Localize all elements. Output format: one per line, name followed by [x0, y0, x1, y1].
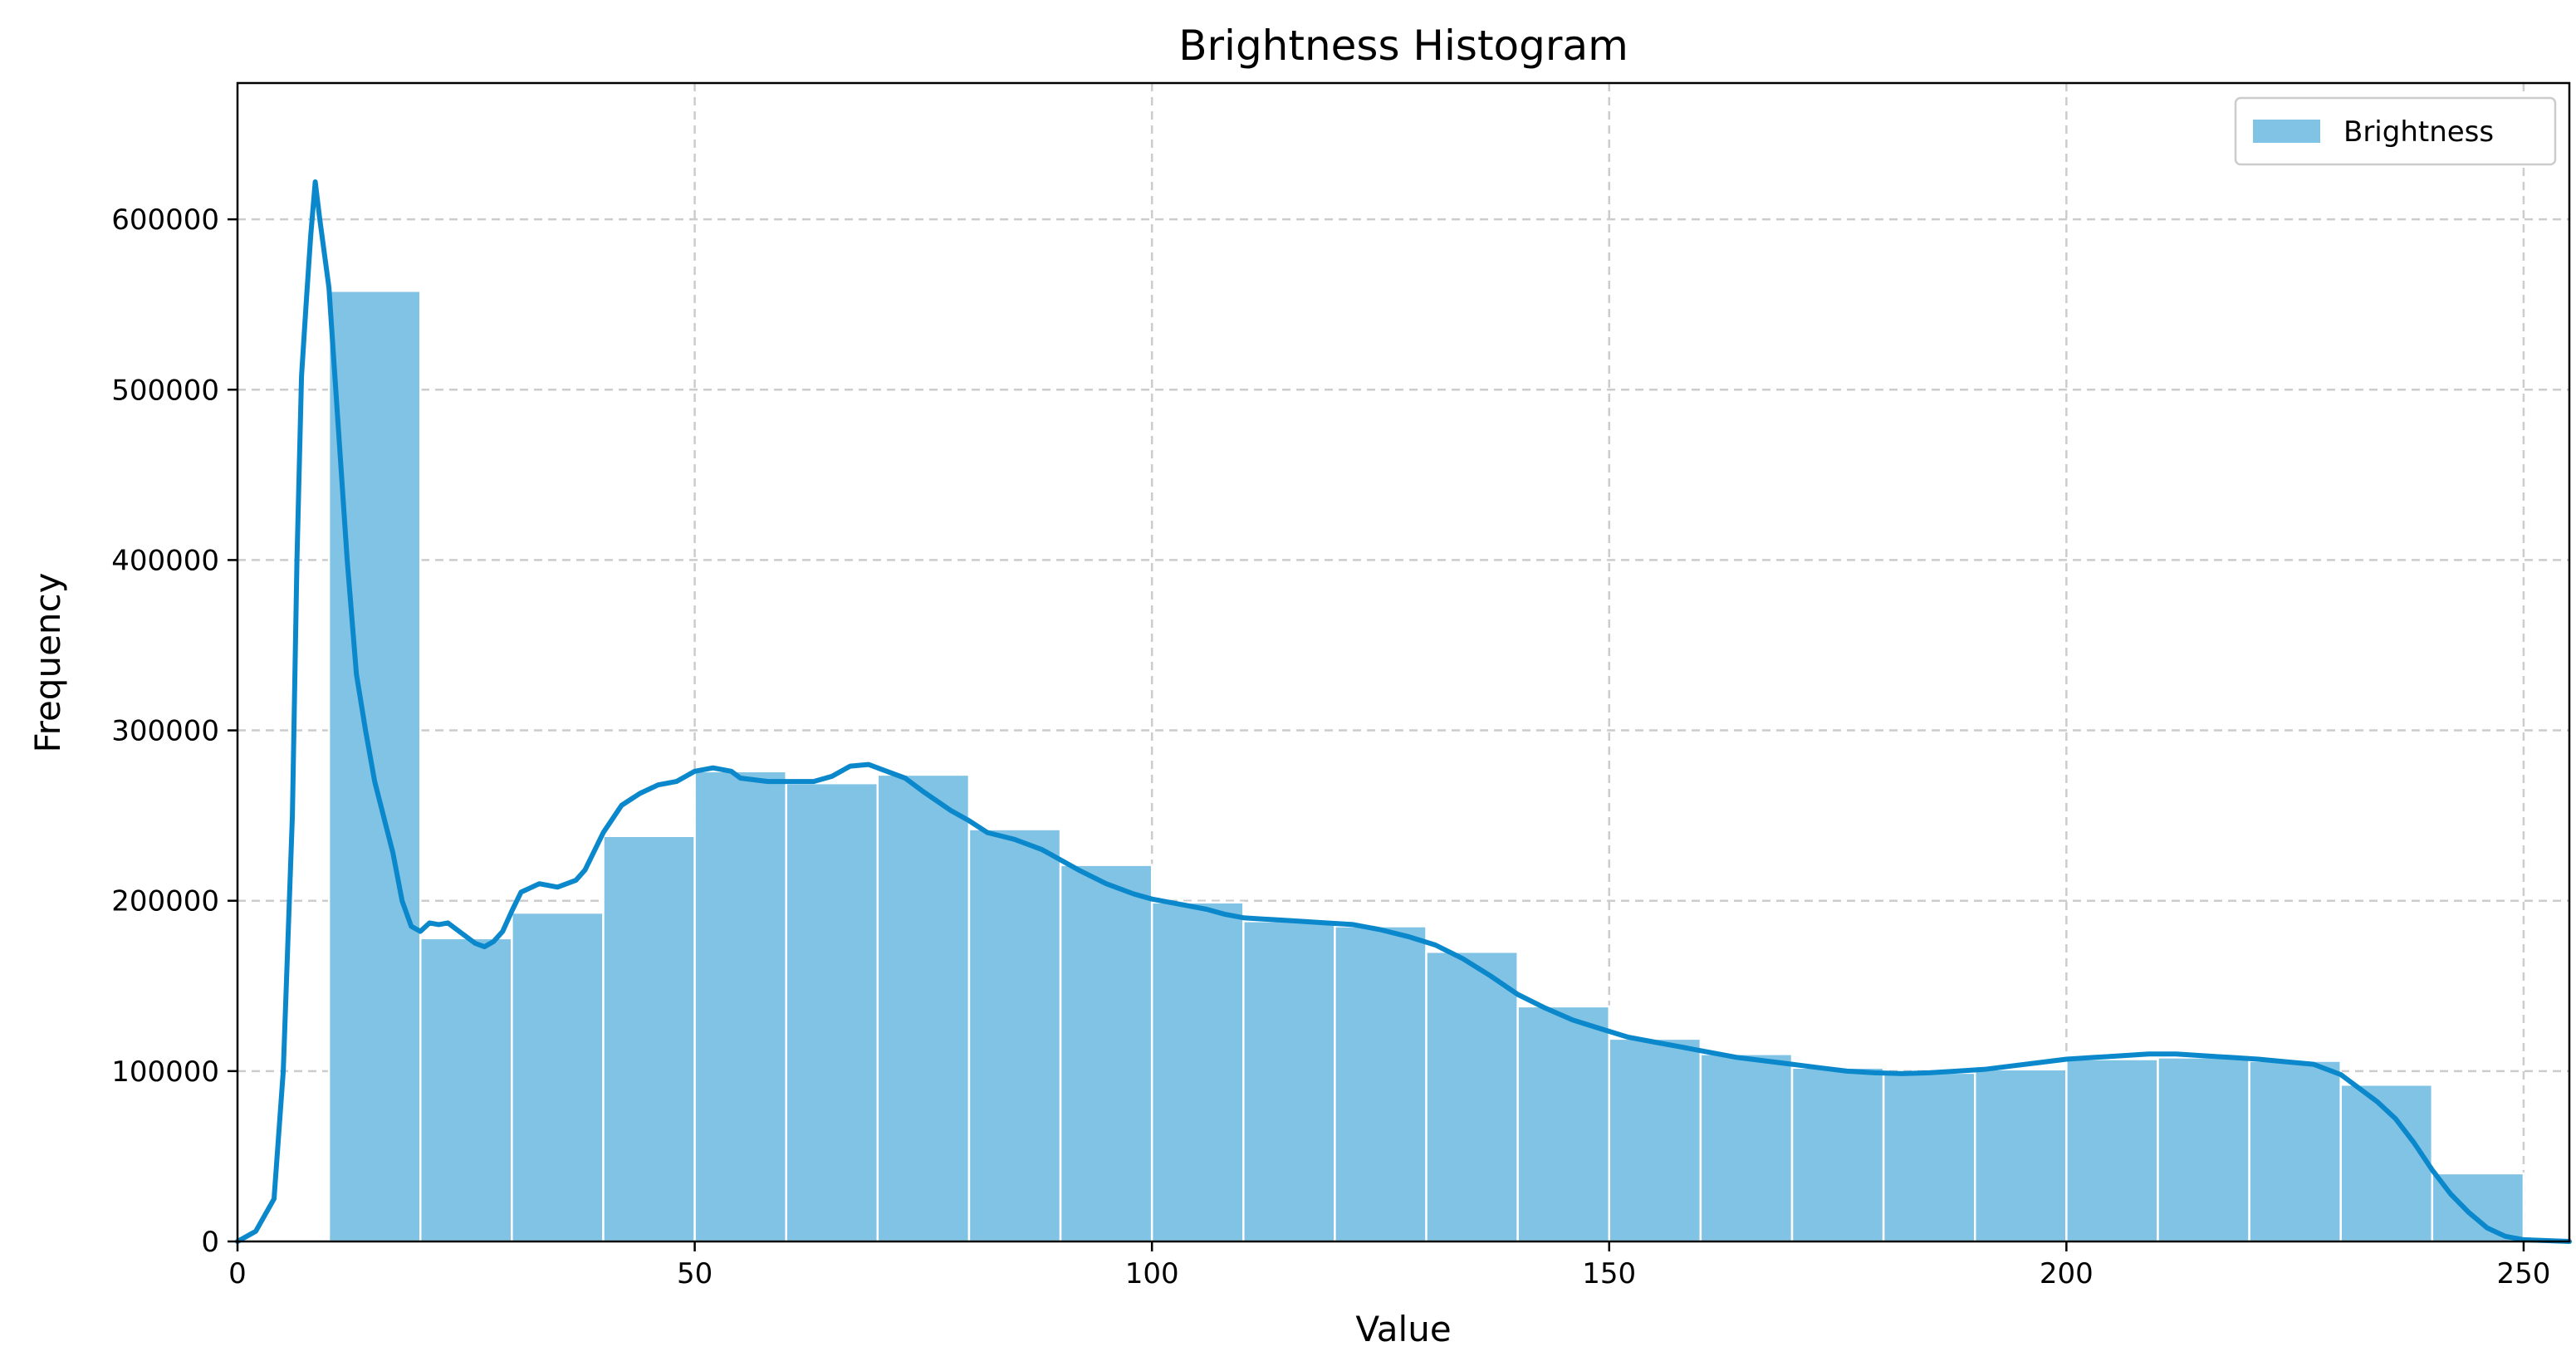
x-tick-label-150: 150 — [1582, 1257, 1636, 1290]
histogram-bar-21 — [2157, 1056, 2250, 1243]
legend-label-brightness: Brightness — [2343, 115, 2494, 149]
histogram-bar-13 — [1425, 951, 1519, 1243]
histogram-bar-12 — [1334, 925, 1428, 1243]
axis-ticks: 0 50 100 150 200 250 0 100000 200000 300000 400000… — [111, 203, 2550, 1290]
legend-box — [2234, 96, 2557, 166]
histogram-bar-9 — [1059, 864, 1153, 1243]
x-axis-label: Value — [1355, 1309, 1451, 1349]
y-tick-label-300000: 300000 — [111, 715, 219, 748]
histogram-bar-8 — [967, 828, 1062, 1243]
y-axis-label: Frequency — [27, 573, 68, 753]
y-tick-label-400000: 400000 — [111, 544, 219, 577]
histogram-bar-7 — [876, 773, 971, 1243]
plot-frame — [236, 81, 2571, 1243]
histogram-bar-19 — [1973, 1068, 2068, 1243]
x-tick-label-0: 0 — [228, 1257, 247, 1290]
histogram-bar-20 — [2065, 1058, 2159, 1243]
y-tick-label-200000: 200000 — [111, 885, 219, 918]
histogram-bar-24 — [2431, 1172, 2525, 1243]
histogram-bar-3 — [511, 911, 605, 1243]
y-tick-label-0: 0 — [201, 1226, 219, 1259]
histogram-bar-4 — [602, 835, 696, 1243]
histogram-bar-6 — [785, 781, 879, 1243]
histogram-bar-15 — [1608, 1037, 1702, 1243]
x-tick-label-250: 250 — [2496, 1257, 2550, 1290]
histogram-bar-18 — [1882, 1071, 1976, 1243]
kde-line — [235, 179, 2572, 1244]
legend: Brightness — [2234, 96, 2557, 166]
histogram-bar-1 — [327, 290, 422, 1243]
kde-curve — [235, 179, 2572, 1244]
y-tick-label-500000: 500000 — [111, 374, 219, 407]
histogram-bar-16 — [1699, 1053, 1794, 1243]
histogram-bar-11 — [1242, 920, 1336, 1243]
x-tick-label-100: 100 — [1125, 1257, 1179, 1290]
histogram-bars — [327, 290, 2525, 1243]
y-tick-label-100000: 100000 — [111, 1055, 219, 1089]
x-tick-label-200: 200 — [2040, 1257, 2094, 1290]
histogram-bar-17 — [1790, 1066, 1885, 1243]
histogram-bar-5 — [693, 770, 787, 1243]
y-tick-label-600000: 600000 — [111, 203, 219, 237]
chart-title: Brightness Histogram — [1178, 22, 1628, 70]
histogram-bar-22 — [2248, 1060, 2342, 1243]
x-tick-label-50: 50 — [677, 1257, 713, 1290]
histogram-bar-14 — [1516, 1005, 1611, 1243]
legend-swatch-brightness — [2253, 120, 2320, 143]
histogram-bar-2 — [419, 937, 513, 1243]
histogram-bar-10 — [1150, 901, 1245, 1243]
